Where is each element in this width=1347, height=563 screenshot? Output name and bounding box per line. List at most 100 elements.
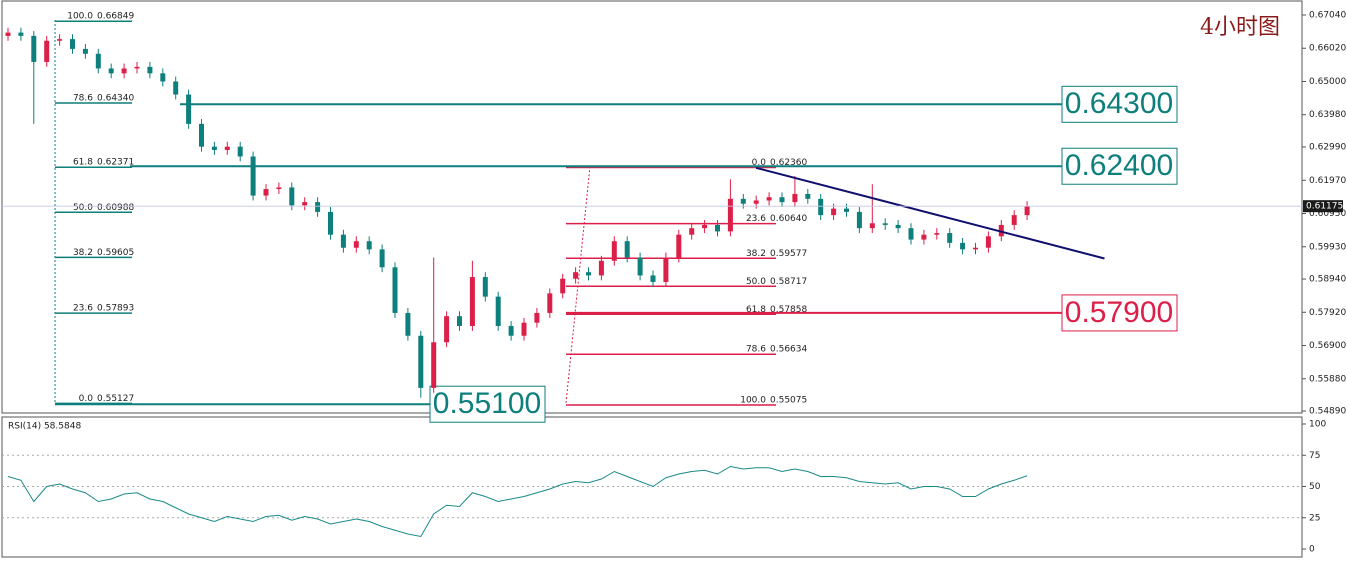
rsi-tick-label: 50 bbox=[1309, 482, 1321, 492]
candle-body bbox=[44, 40, 50, 62]
candle-body bbox=[418, 335, 424, 388]
candle-body bbox=[70, 39, 75, 49]
y-tick-label: 0.57920 bbox=[1309, 308, 1346, 318]
fib-price: 0.55127 bbox=[97, 394, 134, 404]
y-tick-label: 0.66020 bbox=[1309, 44, 1346, 54]
candle-body bbox=[224, 146, 230, 150]
fib-price: 0.66849 bbox=[97, 12, 134, 22]
rsi-tick-label: 25 bbox=[1309, 513, 1320, 523]
candle-body bbox=[573, 272, 579, 279]
level-box bbox=[1061, 85, 1178, 123]
rsi-label: RSI(14) 58.5848 bbox=[8, 422, 81, 432]
current-price-tag bbox=[1303, 200, 1343, 213]
y-tick-label: 0.58940 bbox=[1309, 275, 1346, 285]
main-panel bbox=[1, 0, 1303, 414]
candle-body bbox=[5, 32, 11, 36]
candle-body bbox=[134, 66, 140, 69]
candle-body bbox=[302, 202, 308, 206]
candle-body bbox=[328, 211, 333, 235]
candle-body bbox=[663, 257, 669, 282]
fib-ratio: 38.2 bbox=[746, 249, 766, 259]
y-tick-label: 0.62990 bbox=[1309, 143, 1346, 153]
fib-anchor bbox=[565, 165, 591, 404]
fib-ratio: 100.0 bbox=[740, 396, 766, 406]
candle-body bbox=[960, 242, 966, 250]
y-tick-label: 0.63980 bbox=[1309, 110, 1346, 120]
candle-body bbox=[366, 241, 372, 250]
fib-price: 0.60988 bbox=[97, 203, 134, 213]
candle-body bbox=[444, 316, 450, 343]
candle-body bbox=[856, 211, 862, 229]
candle-body bbox=[560, 278, 566, 294]
level-label: 0.62400 bbox=[1065, 149, 1173, 182]
candle-body bbox=[482, 277, 488, 297]
fib-ratio: 0.0 bbox=[752, 158, 767, 168]
candle-body bbox=[392, 267, 398, 313]
candle-body bbox=[895, 224, 901, 229]
candle-body bbox=[263, 189, 269, 196]
candle-body bbox=[753, 200, 759, 204]
y-tick-label: 0.55880 bbox=[1309, 374, 1346, 384]
candle-body bbox=[379, 249, 385, 268]
candle-body bbox=[727, 198, 733, 232]
rsi-line bbox=[7, 465, 1028, 538]
y-tick-label: 0.67040 bbox=[1309, 10, 1346, 20]
candle-body bbox=[921, 234, 927, 240]
candle-body bbox=[844, 208, 849, 212]
candle-body bbox=[869, 223, 875, 229]
candle-body bbox=[431, 342, 437, 388]
rsi-tick-label: 75 bbox=[1309, 451, 1320, 461]
candle-body bbox=[624, 241, 630, 258]
candle-body bbox=[508, 325, 514, 336]
candle-body bbox=[457, 316, 462, 326]
candle-body bbox=[121, 68, 127, 74]
candle-body bbox=[973, 247, 978, 250]
candle-body bbox=[82, 48, 88, 54]
fib-ratio: 50.0 bbox=[746, 277, 766, 287]
candle-body bbox=[160, 73, 166, 82]
candle-body bbox=[882, 223, 888, 225]
rsi-tick-label: 100 bbox=[1309, 420, 1326, 430]
chart-title: 4小时图 bbox=[1200, 15, 1280, 40]
rsi-tick-label: 0 bbox=[1309, 545, 1315, 555]
y-tick-label: 0.54890 bbox=[1309, 407, 1346, 417]
candle-body bbox=[676, 234, 682, 258]
candle-body bbox=[985, 236, 991, 248]
fib-price: 0.56634 bbox=[770, 345, 807, 355]
candle-body bbox=[702, 224, 708, 229]
fib-ratio: 78.6 bbox=[73, 94, 93, 104]
candle-body bbox=[18, 32, 24, 36]
candle-body bbox=[276, 187, 282, 190]
candle-body bbox=[689, 228, 695, 235]
fib-price: 0.59605 bbox=[97, 248, 134, 258]
fib-price: 0.55075 bbox=[770, 396, 807, 406]
candle-body bbox=[779, 197, 785, 203]
candle-body bbox=[818, 198, 824, 216]
fib-price: 0.62371 bbox=[97, 158, 134, 168]
candle-body bbox=[237, 146, 243, 157]
candle-body bbox=[95, 53, 101, 69]
candle-body bbox=[598, 260, 604, 276]
candle-body bbox=[650, 275, 656, 282]
fib-ratio: 100.0 bbox=[67, 12, 93, 22]
candle-body bbox=[534, 312, 540, 323]
candle-body bbox=[521, 322, 527, 336]
candle-body bbox=[469, 277, 475, 326]
candle-body bbox=[31, 35, 37, 62]
candle-body bbox=[199, 123, 204, 147]
y-tick-label: 0.59930 bbox=[1309, 242, 1346, 252]
candle-body bbox=[831, 208, 837, 216]
level-label: 0.57900 bbox=[1065, 296, 1173, 329]
candle-body bbox=[211, 146, 217, 150]
candle-body bbox=[289, 187, 295, 206]
fib-price: 0.57893 bbox=[97, 304, 134, 314]
fib-price: 0.57858 bbox=[770, 305, 807, 315]
fib-price: 0.59577 bbox=[770, 249, 807, 259]
candle-body bbox=[637, 257, 643, 276]
candle-body bbox=[186, 94, 192, 124]
candle-body bbox=[547, 293, 553, 313]
y-tick-label: 0.61970 bbox=[1309, 176, 1346, 186]
fib-ratio: 61.8 bbox=[73, 158, 93, 168]
candle-body bbox=[715, 224, 720, 232]
